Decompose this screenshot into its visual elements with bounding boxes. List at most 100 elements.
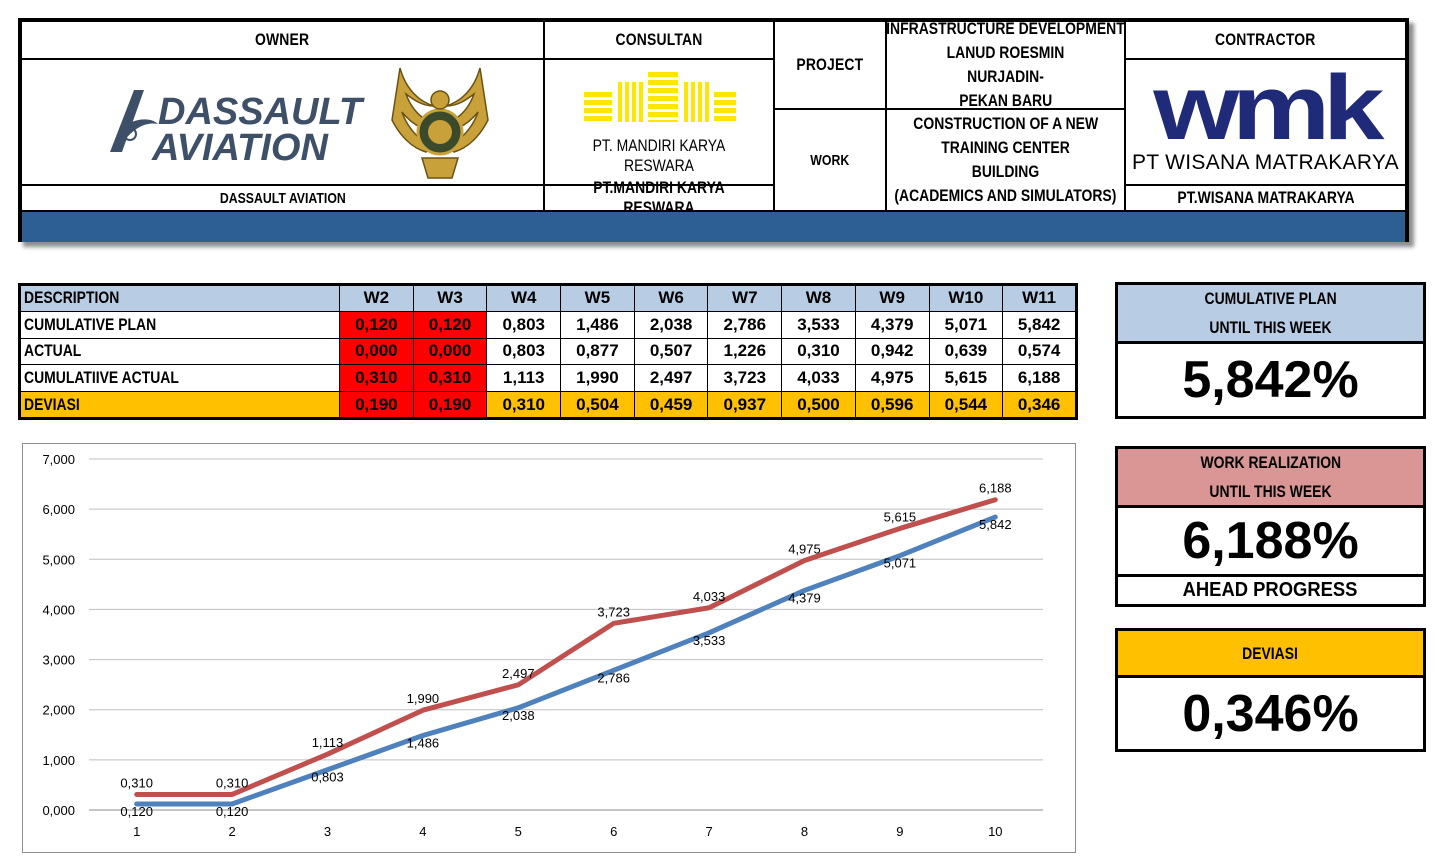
week-header-w7: W7 xyxy=(707,284,783,312)
data-label: 1,486 xyxy=(407,735,440,750)
week-header-w4: W4 xyxy=(486,284,562,312)
table-cell: 1,990 xyxy=(560,364,635,393)
week-header-w3: W3 xyxy=(412,284,488,312)
progress-status-label: AHEAD PROGRESS xyxy=(1183,579,1358,601)
table-cell: 6,188 xyxy=(1002,364,1077,393)
table-cell: 1,113 xyxy=(486,364,562,393)
progress-chart-svg: 0,000 1,000 2,000 3,000 4,000 5,000 6,000 7,000… xyxy=(42,452,1043,839)
data-label: 3,533 xyxy=(693,633,726,648)
work-realization-box: WORK REALIZATION UNTIL THIS WEEK 6,188% … xyxy=(1115,446,1426,607)
project-label: PROJECT xyxy=(796,55,864,74)
week-header-w9: W9 xyxy=(854,284,930,312)
series-line-0 xyxy=(134,514,998,807)
deviation-box: DEVIASI 0,346% xyxy=(1115,628,1426,752)
table-cell: 2,497 xyxy=(633,364,709,393)
week-header-w11: W11 xyxy=(1002,284,1077,312)
table-cell: 0,937 xyxy=(707,391,783,419)
work-realization-value: 6,188% xyxy=(1182,512,1359,570)
x-tick-label: 10 xyxy=(988,824,1002,839)
x-tick-label: 6 xyxy=(610,824,617,839)
work-realization-caption-line1: WORK REALIZATION xyxy=(1200,453,1341,472)
project-description-cell: INFRASTRUCTURE DEVELOPMENT LANUD ROESMIN… xyxy=(886,19,1125,110)
data-label: 5,071 xyxy=(884,556,917,571)
work-label: WORK xyxy=(810,151,850,169)
table-cell: 3,723 xyxy=(707,364,783,393)
divider xyxy=(543,22,545,210)
table-cell: 0,574 xyxy=(1002,337,1077,366)
data-label: 3,723 xyxy=(597,604,630,619)
dassault-logo-icon xyxy=(110,90,158,152)
table-cell: 0,877 xyxy=(560,337,635,366)
divider xyxy=(1124,22,1126,210)
cumulative-plan-caption-line1: CUMULATIVE PLAN xyxy=(1204,289,1337,308)
table-cell: 0,310 xyxy=(339,364,414,393)
table-cell: 0,190 xyxy=(412,391,488,419)
y-tick-label: 7,000 xyxy=(42,452,75,467)
owner-logo-line1: DASSAULT xyxy=(158,91,365,133)
table-cell: 5,615 xyxy=(928,364,1004,393)
table-cell: 4,379 xyxy=(854,310,930,339)
week-header-w10: W10 xyxy=(928,284,1004,312)
data-label: 4,033 xyxy=(693,589,726,604)
y-tick-label: 5,000 xyxy=(42,552,75,567)
week-header-w2: W2 xyxy=(339,284,414,312)
x-tick-label: 4 xyxy=(419,824,426,839)
data-label: 5,842 xyxy=(979,517,1012,532)
consultant-label-cell: CONSULTAN xyxy=(545,22,773,60)
table-cell: 0,346 xyxy=(1002,391,1077,419)
table-cell: 0,310 xyxy=(781,337,856,366)
work-description-cell: CONSTRUCTION OF A NEW TRAINING CENTER BU… xyxy=(887,110,1124,210)
divider xyxy=(773,22,775,210)
contractor-logo-text: PT WISANA MATRAKARYA xyxy=(1131,151,1399,174)
consultant-logo-icon xyxy=(584,72,736,122)
table-cell: 1,486 xyxy=(560,310,635,339)
series-line-1 xyxy=(134,497,998,797)
table-cell: 0,000 xyxy=(339,337,414,366)
x-tick-label: 1 xyxy=(133,824,140,839)
work-realization-caption-line2: UNTIL THIS WEEK xyxy=(1209,482,1332,501)
project-line3: PEKAN BARU xyxy=(959,91,1052,110)
owner-label-cell: OWNER xyxy=(22,22,543,60)
divider xyxy=(885,22,887,210)
table-cell: 0,310 xyxy=(486,391,562,419)
table-cell: 0,459 xyxy=(633,391,709,419)
contractor-logo-icon: wmk xyxy=(1153,57,1385,159)
progress-chart: 0,000 1,000 2,000 3,000 4,000 5,000 6,000 7,000… xyxy=(22,443,1076,853)
table-cell: 4,033 xyxy=(781,364,856,393)
data-label: 0,310 xyxy=(216,775,249,790)
work-line2: TRAINING CENTER BUILDING xyxy=(941,138,1070,181)
work-realization-caption: WORK REALIZATION UNTIL THIS WEEK xyxy=(1118,449,1423,508)
data-label: 0,803 xyxy=(311,770,344,785)
table-cell: 0,310 xyxy=(412,364,488,393)
x-tick-label: 8 xyxy=(801,824,808,839)
data-label: 1,990 xyxy=(407,691,440,706)
table-cell: 0,639 xyxy=(928,337,1004,366)
x-tick-label: 5 xyxy=(515,824,522,839)
header-band xyxy=(22,210,1405,242)
contractor-name: PT.WISANA MATRAKARYA xyxy=(1176,188,1355,207)
owner-logo-cell: DASSAULT AVIATION xyxy=(22,60,543,184)
y-tick-label: 4,000 xyxy=(42,602,75,617)
data-label: 0,310 xyxy=(120,775,153,790)
contractor-label-cell: CONTRACTOR xyxy=(1126,22,1405,60)
table-cell: 2,786 xyxy=(707,310,783,339)
table-cell: 0,803 xyxy=(486,310,562,339)
data-label: 0,120 xyxy=(120,804,153,819)
data-label: 1,113 xyxy=(312,735,344,750)
table-cell: 0,000 xyxy=(412,337,488,366)
table-cell: 3,533 xyxy=(781,310,856,339)
owner-logos: DASSAULT AVIATION xyxy=(110,67,489,179)
project-line1: INFRASTRUCTURE DEVELOPMENT xyxy=(886,19,1125,38)
x-tick-label: 3 xyxy=(324,824,331,839)
deviation-caption: DEVIASI xyxy=(1118,631,1423,678)
contractor-label: CONTRACTOR xyxy=(1215,30,1316,49)
row-label: CUMULATIIVE ACTUAL xyxy=(19,364,340,393)
deviation-caption-label: DEVIASI xyxy=(1242,643,1299,663)
y-tick-label: 0,000 xyxy=(42,803,75,818)
progress-table: DESCRIPTION W2 W3 W4 W5 W6 W7 W8 W9 W10 W11 CUMUL… xyxy=(18,283,1078,420)
cumulative-plan-value: 5,842% xyxy=(1182,351,1359,409)
data-label: 2,786 xyxy=(597,670,630,685)
table-cell: 0,120 xyxy=(412,310,488,339)
week-header-w6: W6 xyxy=(633,284,709,312)
table-cell: 5,842 xyxy=(1002,310,1077,339)
